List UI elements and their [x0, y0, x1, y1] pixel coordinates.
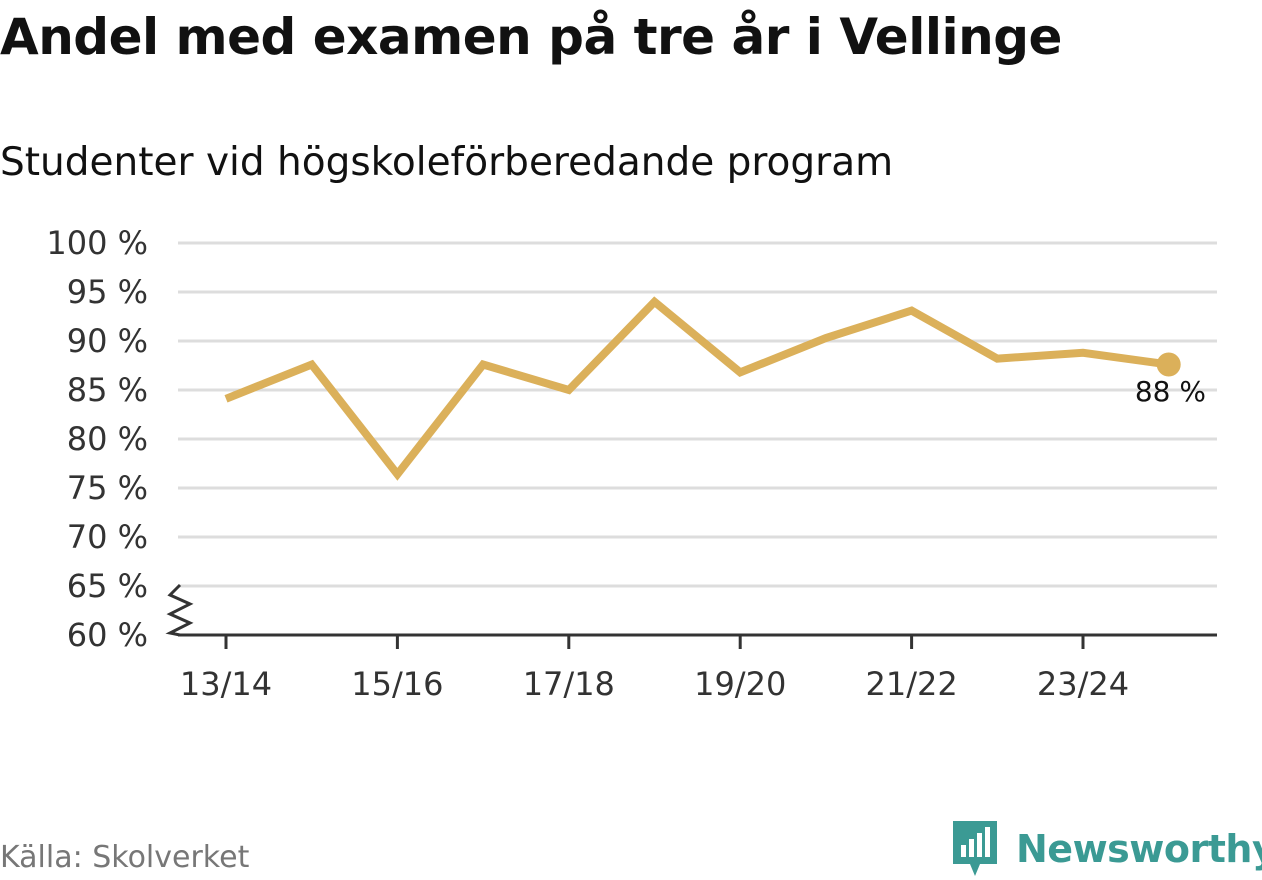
brand-logo: Newsworthy — [950, 818, 1262, 880]
y-tick-label: 85 % — [67, 371, 148, 409]
y-tick-label: 90 % — [67, 322, 148, 360]
x-axis — [165, 583, 1217, 649]
chart-title: Andel med examen på tre år i Vellinge — [0, 8, 1062, 66]
newsworthy-logo-icon — [953, 821, 997, 876]
x-tick-label: 19/20 — [694, 665, 786, 703]
data-labels: 88 % — [1135, 375, 1206, 408]
source-note: Källa: Skolverket — [0, 840, 250, 875]
y-tick-label: 60 % — [67, 616, 148, 654]
y-tick-label: 75 % — [67, 469, 148, 507]
chart-subtitle: Studenter vid högskoleförberedande progr… — [0, 140, 894, 185]
series-andel-med-examen — [224, 296, 1181, 481]
axis-break-icon — [165, 583, 194, 637]
end-value-label: 88 % — [1135, 375, 1206, 408]
y-tick-label: 65 % — [67, 567, 148, 605]
x-tick-label: 17/18 — [523, 665, 615, 703]
x-axis-tick-labels: 13/14 15/16 17/18 19/20 21/22 23/24 — [180, 665, 1129, 703]
brand-name: Newsworthy — [1016, 827, 1262, 871]
y-tick-label: 100 % — [46, 224, 148, 262]
y-tick-label: 70 % — [67, 518, 148, 556]
series-line — [224, 296, 1170, 481]
x-tick-label: 13/14 — [180, 665, 272, 703]
end-point-marker — [1156, 352, 1181, 377]
y-tick-label: 95 % — [67, 273, 148, 311]
y-tick-label: 80 % — [67, 420, 148, 458]
x-tick-label: 15/16 — [351, 665, 443, 703]
gridlines — [178, 241, 1217, 588]
x-tick-label: 21/22 — [865, 665, 957, 703]
y-axis-tick-labels: 60 % 65 % 70 % 75 % 80 % 85 % 90 % 95 % 100 % — [46, 224, 148, 654]
x-tick-label: 23/24 — [1037, 665, 1129, 703]
